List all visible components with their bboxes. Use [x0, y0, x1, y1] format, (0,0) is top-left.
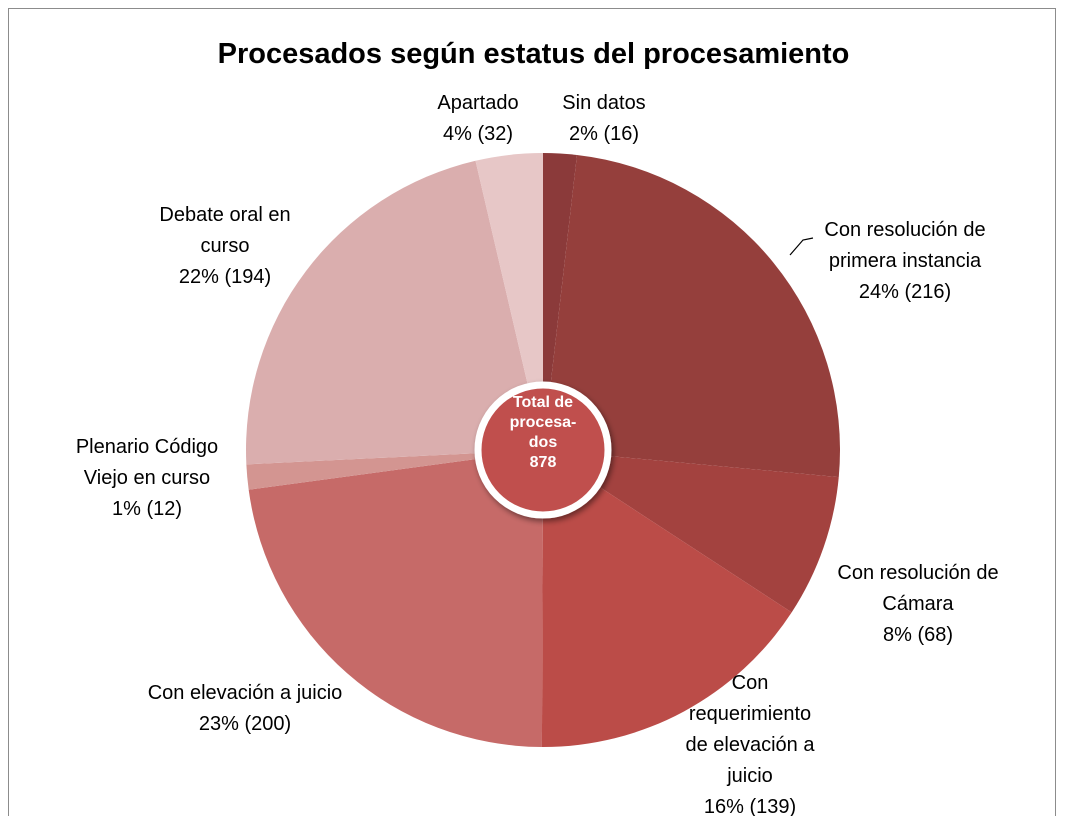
slice-label: Apartado 4% (32) [418, 88, 538, 150]
center-label: Total de procesa-dos 878 [509, 394, 577, 471]
value-label: 24% (216) [858, 281, 952, 303]
value-label: 16% (139) [703, 796, 797, 816]
value-label: 22% (194) [178, 266, 272, 288]
value-label: 2% (16) [568, 123, 640, 145]
pie-slice [246, 450, 543, 490]
slice-label: Con requerimiento de elevación a juicio 1… [675, 668, 825, 816]
slice-label: Con elevación a juicio 23% (200) [140, 678, 350, 740]
slice-label: Con resolución de Cámara 8% (68) [823, 558, 1013, 651]
pie-slice [248, 450, 543, 747]
leader-line [789, 237, 814, 256]
slice-label: Plenario Código Viejo en curso 1% (12) [52, 432, 242, 525]
value-label: 1% (12) [111, 498, 183, 520]
chart-title: Procesados según estatus del procesamien… [217, 38, 850, 70]
category-label: Con resolución de primera instancia [824, 219, 986, 272]
pie-slice [543, 154, 841, 478]
value-label: 8% (68) [882, 624, 954, 646]
slice-label: Debate oral en curso 22% (194) [140, 200, 310, 293]
value-label: 4% (32) [442, 123, 514, 145]
pie-slice [475, 153, 543, 450]
category-label: Plenario Código Viejo en curso [75, 436, 219, 489]
pie-slice [543, 153, 577, 450]
value-label: 23% (200) [198, 713, 292, 735]
category-label: Debate oral en curso [159, 204, 291, 257]
pie-slice [541, 450, 792, 747]
category-label: Apartado [437, 92, 519, 114]
category-label: Con elevación a juicio [147, 682, 343, 704]
center-circle [474, 381, 612, 519]
category-label: Con requerimiento de elevación a juicio [685, 672, 815, 787]
pie-slice [543, 450, 839, 613]
category-label: Con resolución de Cámara [837, 562, 999, 615]
pie-slice [246, 160, 543, 465]
frame [8, 8, 1056, 816]
slice-label: Con resolución de primera instancia 24% (… [810, 215, 1000, 308]
slice-label: Sin datos 2% (16) [539, 88, 669, 150]
category-label: Sin datos [562, 92, 646, 114]
